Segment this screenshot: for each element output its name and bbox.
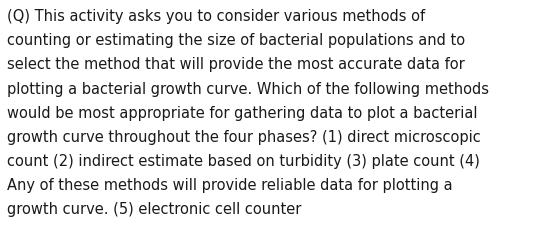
Text: Any of these methods will provide reliable data for plotting a: Any of these methods will provide reliab… xyxy=(7,177,453,192)
Text: growth curve throughout the four phases? (1) direct microscopic: growth curve throughout the four phases?… xyxy=(7,129,481,144)
Text: would be most appropriate for gathering data to plot a bacterial: would be most appropriate for gathering … xyxy=(7,105,478,120)
Text: counting or estimating the size of bacterial populations and to: counting or estimating the size of bacte… xyxy=(7,33,465,48)
Text: count (2) indirect estimate based on turbidity (3) plate count (4): count (2) indirect estimate based on tur… xyxy=(7,153,480,168)
Text: growth curve. (5) electronic cell counter: growth curve. (5) electronic cell counte… xyxy=(7,202,302,216)
Text: (Q) This activity asks you to consider various methods of: (Q) This activity asks you to consider v… xyxy=(7,9,425,24)
Text: select the method that will provide the most accurate data for: select the method that will provide the … xyxy=(7,57,465,72)
Text: plotting a bacterial growth curve. Which of the following methods: plotting a bacterial growth curve. Which… xyxy=(7,81,489,96)
